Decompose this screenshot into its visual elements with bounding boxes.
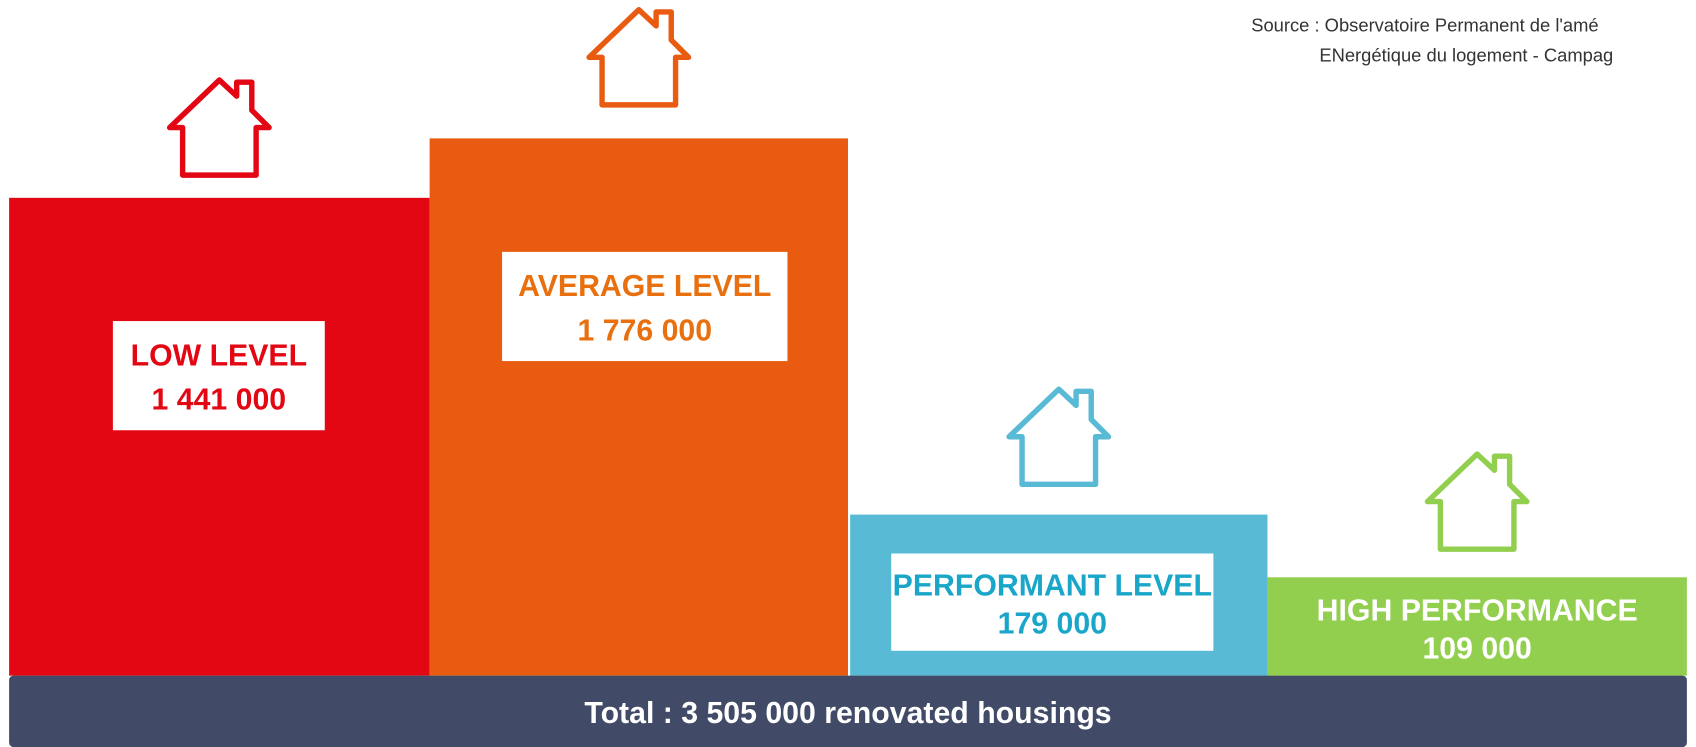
label-box — [502, 251, 788, 362]
level-label: AVERAGE LEVEL — [518, 270, 771, 303]
level-bar — [429, 138, 848, 676]
level-value: 1 441 000 — [152, 384, 287, 417]
label-box — [891, 553, 1214, 651]
level-bar — [9, 197, 430, 676]
level-column: HIGH PERFORMANCE 109 000 — [1267, 454, 1687, 676]
total-bar — [9, 675, 1687, 747]
level-column: PERFORMANT LEVEL 179 000 — [850, 389, 1268, 676]
house-icon — [1427, 454, 1526, 549]
house-icon — [1009, 389, 1108, 484]
level-bar — [1267, 577, 1687, 676]
source-note: Source : Observatoire Permanent de l'amé… — [1251, 14, 1613, 65]
level-value: 109 000 — [1422, 632, 1531, 665]
level-label: HIGH PERFORMANCE — [1317, 595, 1638, 628]
total-label: Total : 3 505 000 renovated housings — [584, 697, 1111, 730]
level-value: 1 776 000 — [577, 315, 712, 348]
level-column: AVERAGE LEVEL 1 776 000 — [429, 10, 848, 676]
house-icon — [170, 80, 269, 175]
level-label: LOW LEVEL — [131, 339, 307, 372]
level-label: PERFORMANT LEVEL — [893, 570, 1212, 603]
source-line: Source : Observatoire Permanent de l'amé — [1251, 14, 1598, 35]
house-icon — [589, 10, 688, 105]
label-box — [112, 321, 325, 431]
level-value: 179 000 — [998, 607, 1107, 640]
source-line: ENergétique du logement - Campag — [1319, 45, 1613, 66]
level-column: LOW LEVEL 1 441 000 — [9, 80, 430, 676]
